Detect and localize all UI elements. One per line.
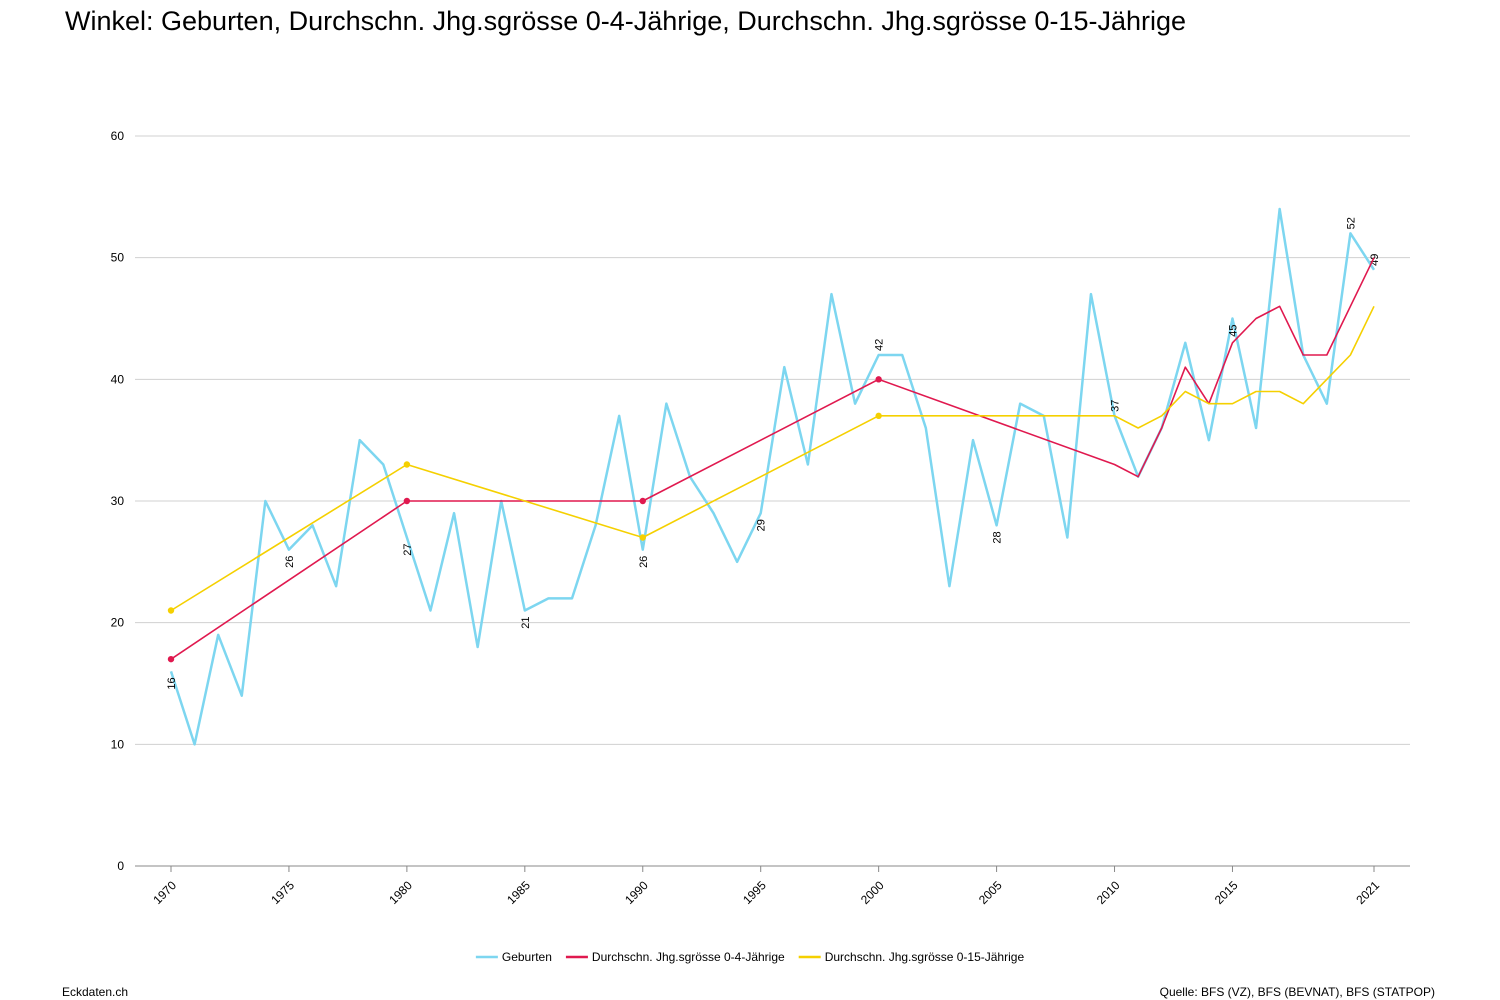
series-line — [169, 207, 1376, 746]
x-tick-label: 1970 — [150, 878, 179, 907]
x-tick-label: 1980 — [386, 878, 415, 907]
data-label: 37 — [1110, 400, 1122, 412]
point — [167, 607, 175, 614]
source: Quelle: BFS (VZ), BFS (BEVNAT), BFS (STA… — [1160, 985, 1435, 999]
x-tick-label: 2021 — [1353, 878, 1382, 907]
data-label: 52 — [1345, 217, 1357, 229]
x-tick-label: 1995 — [740, 878, 769, 907]
point — [639, 497, 646, 505]
y-tick-label: 0 — [117, 859, 124, 873]
x-tick-label: 2000 — [858, 878, 887, 907]
point — [639, 534, 646, 541]
series-line — [170, 257, 1375, 660]
footer: Eckdaten.ch — [62, 985, 128, 999]
legend-label: Geburten — [502, 950, 552, 964]
point — [875, 376, 882, 383]
chart-title: Winkel: Geburten, Durchschn. Jhg.sgrösse… — [65, 6, 1186, 36]
y-tick-label: 60 — [111, 129, 125, 143]
y-tick-label: 20 — [111, 616, 125, 630]
y-tick-label: 10 — [111, 737, 125, 751]
point — [403, 461, 411, 468]
point — [167, 655, 175, 663]
x-tick-label: 1975 — [268, 878, 297, 907]
x-tick-label: 1990 — [622, 878, 651, 907]
series-line — [170, 305, 1375, 612]
data-label: 28 — [992, 531, 1004, 543]
point — [403, 497, 411, 505]
y-tick-label: 50 — [111, 251, 125, 265]
data-label: 16 — [166, 677, 178, 689]
data-label: 26 — [638, 556, 650, 568]
data-label: 29 — [756, 519, 768, 531]
data-label: 45 — [1227, 325, 1239, 337]
data-label: 21 — [520, 617, 532, 629]
data-label: 26 — [284, 556, 296, 568]
y-tick-label: 40 — [111, 372, 125, 386]
data-label: 27 — [402, 544, 414, 556]
x-tick-label: 2005 — [976, 878, 1005, 907]
y-tick-label: 30 — [111, 494, 125, 508]
x-tick-label: 1985 — [504, 878, 533, 907]
x-tick-label: 2010 — [1094, 878, 1123, 907]
legend-label: Durchschn. Jhg.sgrösse 0-15-Jährige — [825, 950, 1025, 964]
x-tick-label: 2015 — [1212, 878, 1241, 907]
data-label: 42 — [874, 339, 886, 351]
legend-label: Durchschn. Jhg.sgrösse 0-4-Jährige — [592, 950, 785, 964]
point — [875, 412, 882, 420]
